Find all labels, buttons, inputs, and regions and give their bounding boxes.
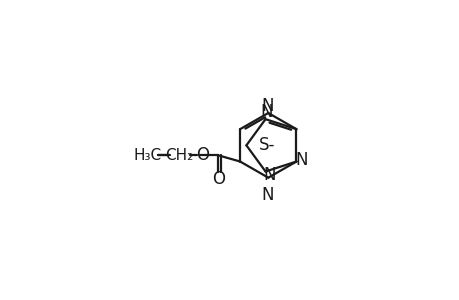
- Text: N: N: [261, 97, 273, 115]
- Text: S-: S-: [258, 136, 274, 154]
- Text: N: N: [261, 186, 273, 204]
- Text: O: O: [196, 146, 209, 164]
- Text: N: N: [295, 151, 308, 169]
- Text: H₃C: H₃C: [133, 148, 161, 163]
- Text: CH₂: CH₂: [165, 148, 193, 163]
- Text: N: N: [260, 103, 273, 121]
- Text: O: O: [212, 170, 224, 188]
- Text: N: N: [263, 166, 275, 184]
